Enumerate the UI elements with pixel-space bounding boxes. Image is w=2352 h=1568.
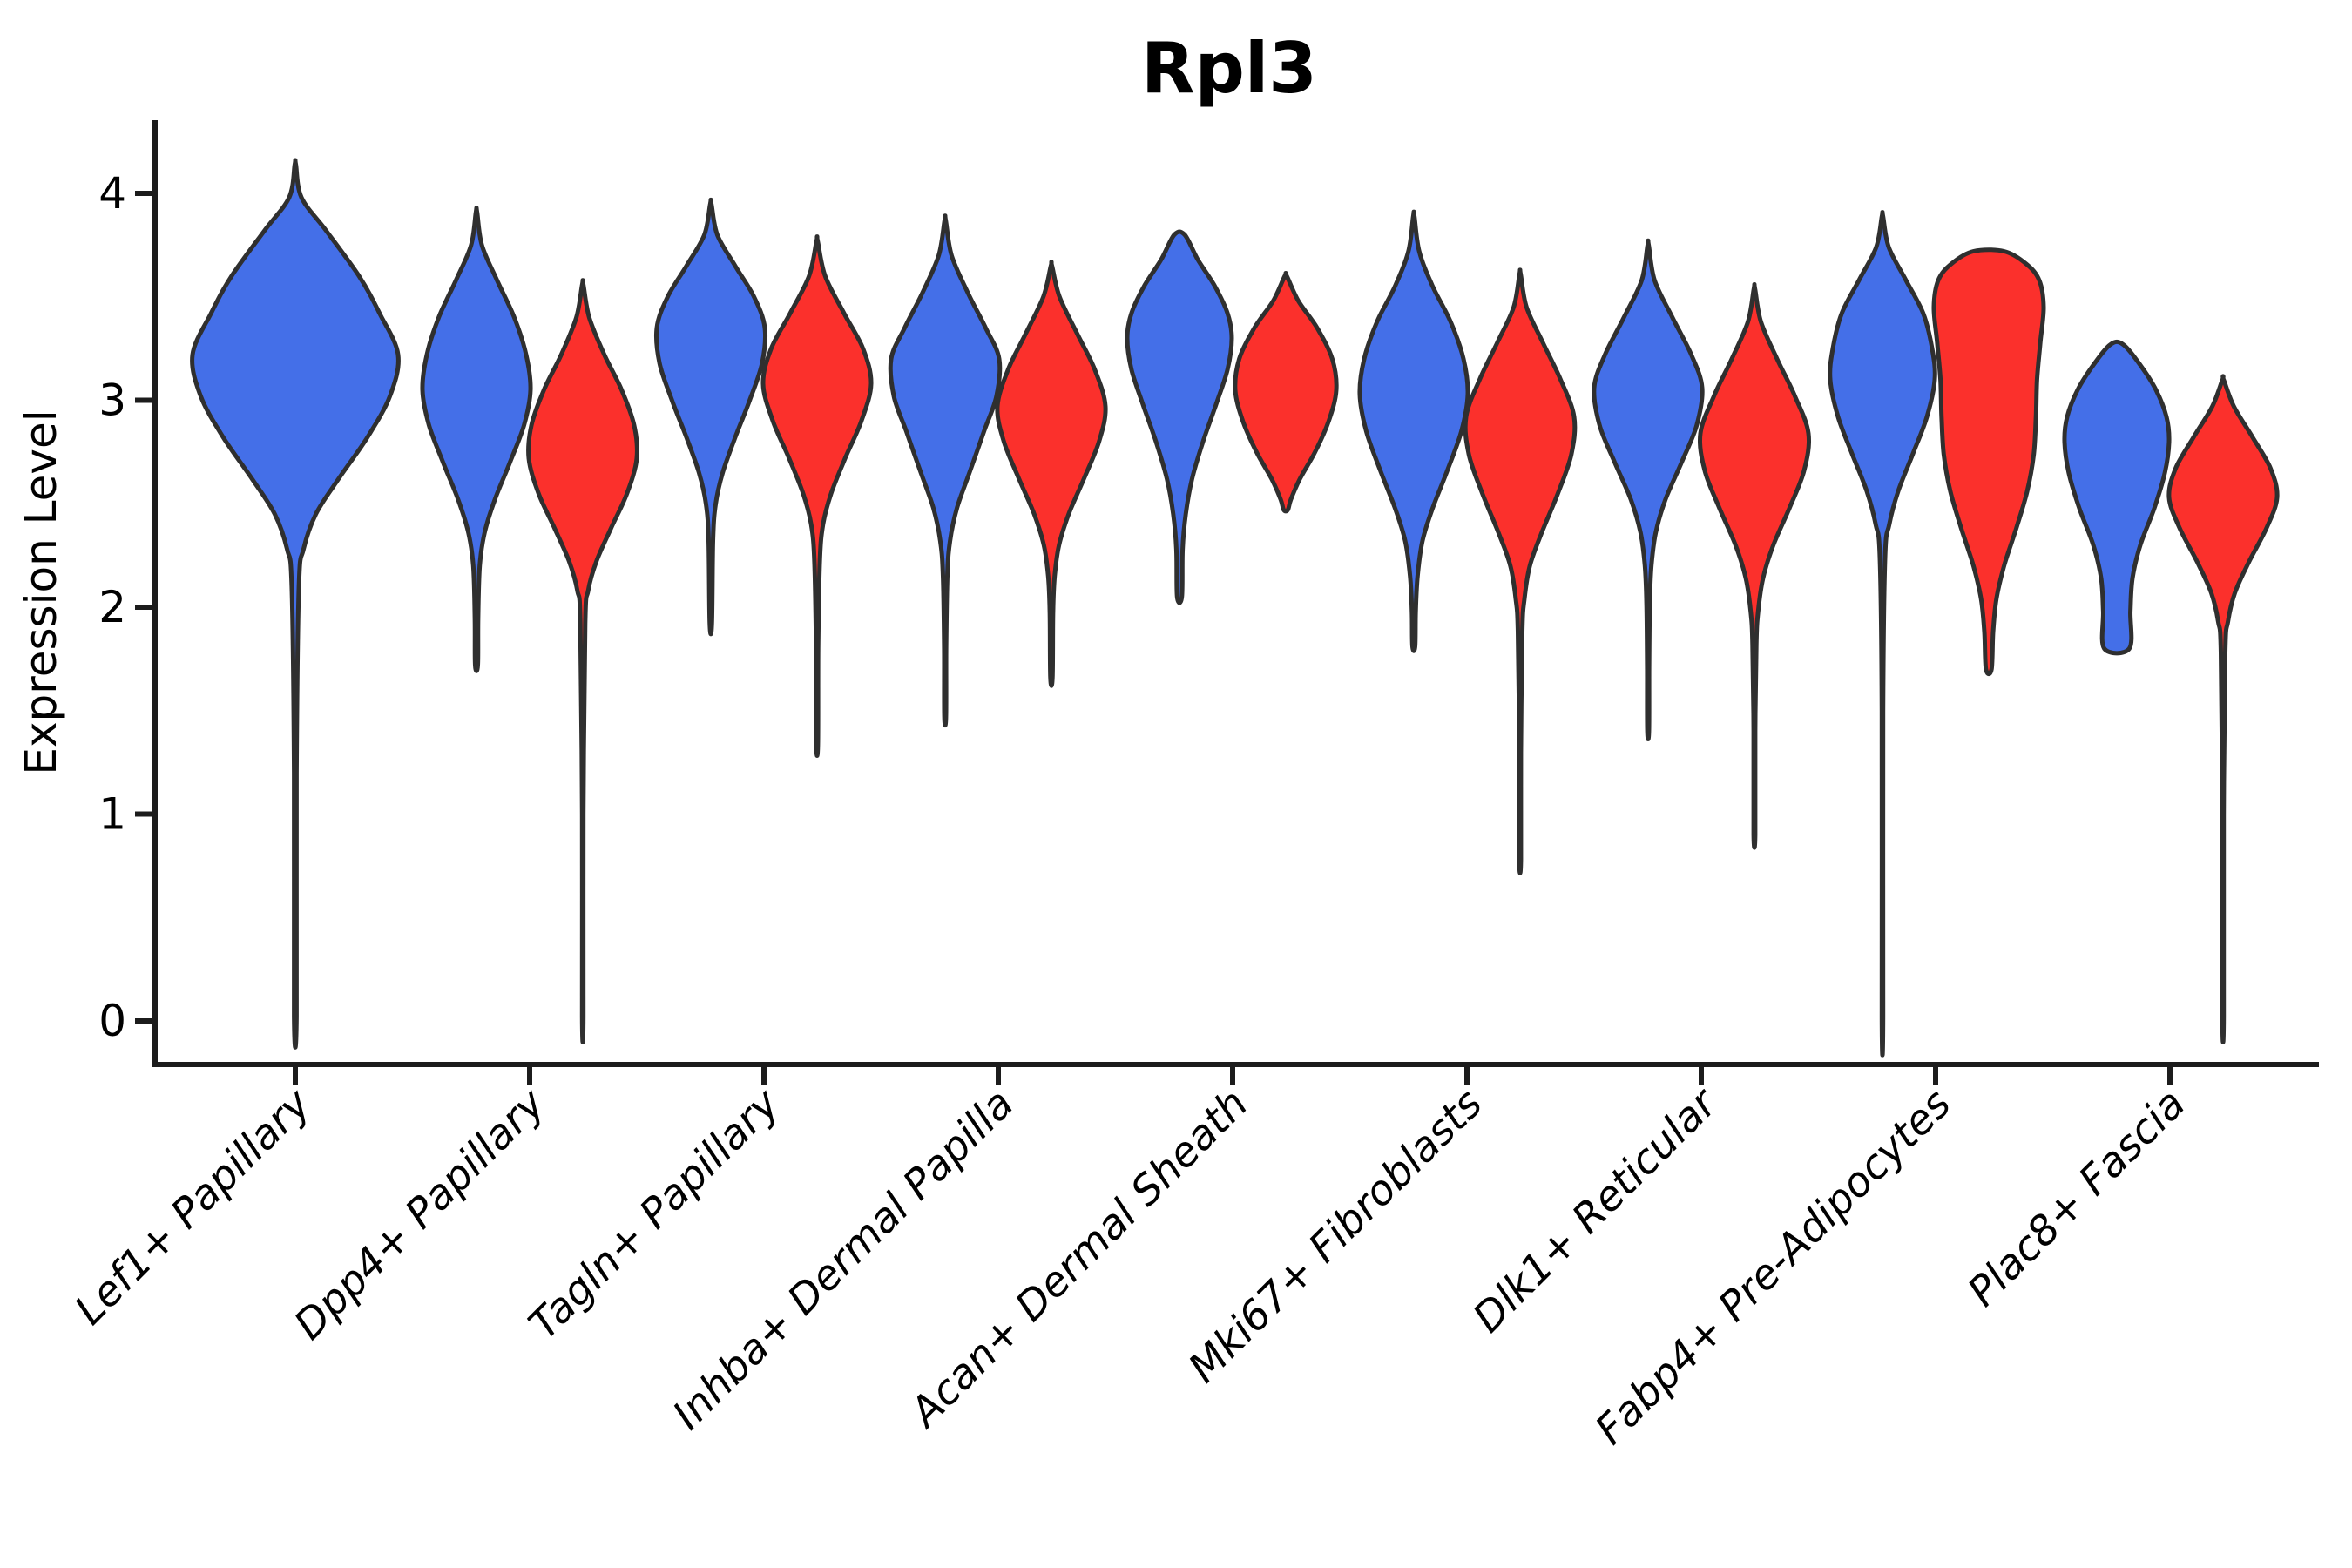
violin-tagln-papillary-blue: [653, 197, 768, 637]
violin-acan-dermal-sheath-blue: [1125, 229, 1234, 605]
violin-dpp4-papillary-blue: [420, 206, 533, 673]
y-tick-labels: 0 1 2 3 4: [98, 168, 126, 1046]
y-axis-label: Expression Level: [16, 409, 66, 774]
violin-tagln-papillary-red: [760, 234, 874, 758]
x-tick-label: Dpp4+ Papillary: [285, 1079, 555, 1349]
axes: [135, 120, 2319, 1085]
x-tick-label: Dlk1+ Reticular: [1464, 1078, 1728, 1342]
violin-mki67-fibroblasts-red: [1463, 267, 1578, 875]
y-tick-label: 0: [98, 996, 126, 1046]
violin-lef1-papillary-blue: [190, 158, 401, 1050]
violin-mki67-fibroblasts-blue: [1357, 209, 1470, 653]
chart-title: Rpl3: [1141, 28, 1317, 109]
violin-dpp4-papillary-red: [526, 278, 639, 1044]
y-tick-label: 4: [98, 168, 126, 219]
violin-fabp4-pre-adipocytes-blue: [1828, 210, 1937, 1058]
y-tick-label: 1: [98, 789, 126, 840]
y-tick-label: 2: [98, 582, 126, 632]
violins-layer: [190, 158, 2280, 1058]
violin-plac8-fascia-blue: [2062, 339, 2172, 656]
violin-acan-dermal-sheath-red: [1233, 270, 1339, 514]
violin-dlk1-reticular-red: [1698, 282, 1811, 850]
violin-inhba-dermal-papilla-red: [995, 260, 1108, 688]
x-tick-label: Tagln+ Papillary: [520, 1079, 790, 1349]
violin-fabp4-pre-adipocytes-red: [1931, 247, 2046, 677]
violin-plac8-fascia-red: [2166, 374, 2280, 1044]
x-tick-label: Lef1+ Papillary: [65, 1079, 321, 1335]
violin-dlk1-reticular-blue: [1592, 238, 1705, 741]
y-tick-label: 3: [98, 375, 126, 426]
violin-inhba-dermal-papilla-blue: [888, 213, 1003, 728]
x-tick-label: Plac8+ Fascia: [1958, 1080, 2194, 1316]
